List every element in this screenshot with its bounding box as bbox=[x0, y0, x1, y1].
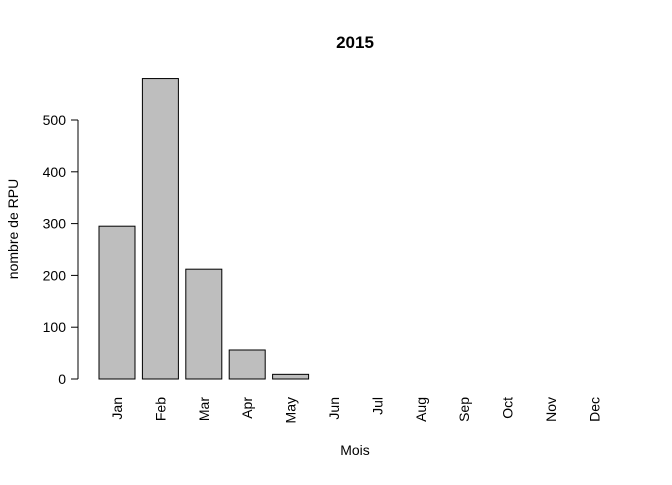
x-tick-labels: Jan Feb Mar Apr May Jun Jul Aug Sep Oct Nov Dec bbox=[109, 397, 602, 424]
x-tick-label: Apr bbox=[239, 397, 255, 419]
x-tick-label: Aug bbox=[413, 397, 429, 422]
x-tick-label: Mar bbox=[196, 397, 212, 421]
y-tick-label: 300 bbox=[43, 216, 67, 232]
y-axis: 0 100 200 300 400 500 bbox=[43, 112, 79, 387]
x-tick-label: Jun bbox=[326, 397, 342, 420]
bars bbox=[98, 78, 310, 380]
x-tick-label: Jul bbox=[369, 397, 385, 415]
y-tick-label: 200 bbox=[43, 267, 67, 283]
x-tick-label: Sep bbox=[456, 397, 472, 422]
y-tick-label: 500 bbox=[43, 112, 67, 128]
x-tick-label: May bbox=[283, 397, 299, 423]
chart-title: 2015 bbox=[336, 33, 374, 52]
y-axis-label: nombre de RPU bbox=[5, 179, 21, 279]
y-tick-label: 400 bbox=[43, 164, 67, 180]
y-tick-label: 0 bbox=[58, 371, 66, 387]
x-tick-label: Oct bbox=[500, 397, 516, 419]
bar-apr bbox=[228, 349, 266, 380]
bar-jan bbox=[98, 225, 136, 380]
x-tick-label: Feb bbox=[152, 397, 168, 421]
x-axis-label: Mois bbox=[340, 442, 370, 458]
x-tick-label: Nov bbox=[543, 397, 559, 422]
bar-mar bbox=[185, 268, 223, 380]
bar-feb bbox=[141, 78, 179, 380]
x-tick-label: Jan bbox=[109, 397, 125, 420]
bar-may bbox=[272, 373, 310, 380]
x-tick-label: Dec bbox=[586, 397, 602, 422]
y-tick-label: 100 bbox=[43, 319, 67, 335]
